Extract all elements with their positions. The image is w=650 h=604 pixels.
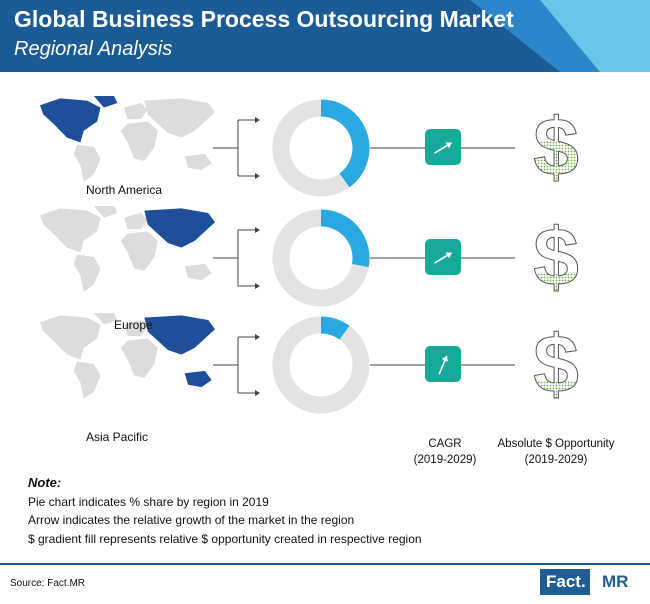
map-shape-5	[144, 98, 215, 138]
opportunity-period: (2019-2029)	[524, 454, 588, 466]
growth-arrow-head-asia-pacific	[441, 355, 449, 362]
region-label-asia-pacific: Asia Pacific	[86, 430, 149, 444]
note-line-3: $ gradient fill represents relative $ op…	[28, 531, 422, 546]
donut-share-north-america	[320, 99, 370, 188]
cagr-box-europe	[425, 239, 461, 275]
cagr-period: (2019-2029)	[413, 454, 477, 466]
dollar-fill-europe: $	[533, 212, 579, 303]
connector-arrowheads-north-america	[255, 117, 260, 179]
connector-europe	[213, 229, 256, 287]
map-shape-1	[93, 96, 118, 108]
note-line-1: Pie chart indicates % share by region in…	[28, 494, 269, 509]
brand-logo-fact: Fact.	[540, 569, 590, 595]
page-subtitle: Regional Analysis	[14, 38, 173, 60]
opportunity-column-label: Absolute $ Opportunity (2019-2029)	[486, 436, 626, 468]
dollar-icon-europe: $	[533, 212, 579, 303]
world-map-asia-pacific	[40, 313, 215, 399]
region-label-north-america: North America	[86, 183, 163, 197]
connector-arrowheads-asia-pacific	[255, 334, 260, 396]
opportunity-label: Absolute $ Opportunity	[497, 438, 615, 450]
growth-arrow-head-north-america	[445, 142, 452, 149]
cagr-label: CAGR	[428, 438, 462, 450]
map-shape-4	[120, 338, 158, 378]
map-shape-2	[73, 361, 101, 399]
map-shape-3	[124, 212, 148, 230]
map-shape-4	[120, 121, 158, 161]
map-shape-6	[184, 153, 212, 171]
world-map-north-america	[40, 96, 215, 182]
region-label-europe: Europe	[114, 318, 153, 332]
map-shape-1	[93, 313, 118, 325]
dollar-icon-north-america: $	[533, 102, 579, 193]
map-shape-4	[120, 231, 158, 271]
dollar-icon-asia-pacific: $	[533, 319, 579, 410]
donut-ring-asia-pacific	[272, 316, 370, 414]
dollar-fill-north-america: $	[533, 102, 579, 193]
header-background	[0, 0, 650, 72]
map-shape-0	[40, 315, 101, 360]
map-shape-0	[40, 98, 101, 143]
map-shape-1	[93, 206, 118, 218]
dollar-fill-asia-pacific: $	[533, 319, 579, 410]
notes-title: Note:	[28, 475, 62, 490]
map-shape-3	[124, 319, 148, 337]
connector-asia-pacific	[213, 336, 256, 394]
regional-chart: $$$$$$	[40, 96, 579, 414]
connector-arrowheads-europe	[255, 227, 260, 289]
footer-divider	[0, 563, 650, 565]
note-line-2: Arrow indicates the relative growth of t…	[28, 513, 355, 527]
map-shape-6	[184, 370, 212, 388]
map-shape-2	[73, 254, 101, 292]
brand-logo-mr: MR	[602, 572, 629, 591]
donut-share-asia-pacific	[320, 316, 350, 340]
growth-arrow-head-europe	[445, 252, 452, 259]
page-title: Global Business Process Outsourcing Mark…	[14, 6, 514, 32]
map-shape-5	[144, 208, 215, 248]
cagr-box-north-america	[425, 129, 461, 165]
notes-block: Note: Pie chart indicates % share by reg…	[28, 474, 422, 548]
header-banner: Global Business Process Outsourcing Mark…	[0, 0, 650, 72]
source-text: Source: Fact.MR	[10, 578, 86, 589]
map-shape-0	[40, 208, 101, 253]
brand-logo: Fact. MR	[540, 569, 642, 595]
cagr-column-label: CAGR (2019-2029)	[400, 436, 490, 468]
map-shape-6	[184, 263, 212, 281]
map-shape-3	[124, 102, 148, 120]
map-shape-2	[73, 144, 101, 182]
world-map-europe	[40, 206, 215, 292]
map-shape-5	[144, 315, 215, 355]
connector-north-america	[213, 119, 256, 177]
donut-share-europe	[320, 209, 370, 268]
